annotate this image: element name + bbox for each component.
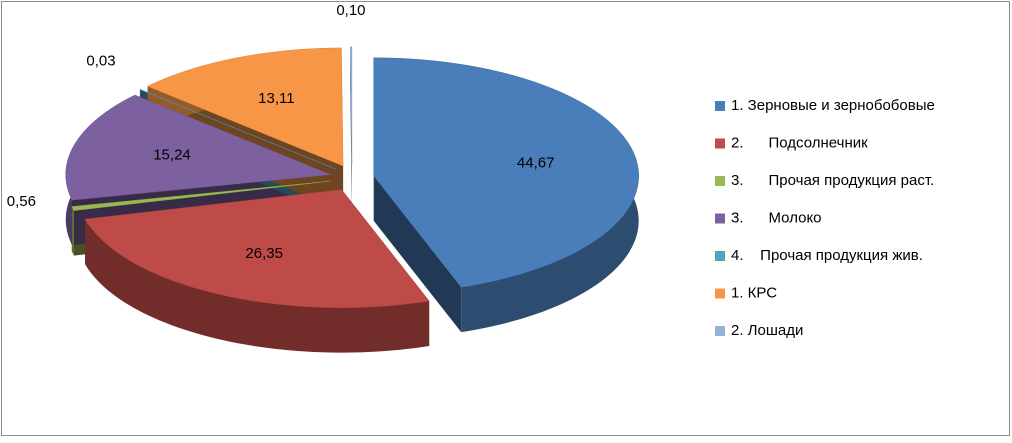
legend-swatch bbox=[715, 176, 725, 186]
legend-swatch bbox=[715, 139, 725, 149]
data-label: 26,35 bbox=[245, 245, 283, 262]
legend-label: 1. КРС bbox=[731, 284, 777, 301]
legend-label: 3. Прочая продукция раст. bbox=[731, 172, 934, 189]
legend-swatch bbox=[715, 251, 725, 261]
legend-label: 3. Молоко bbox=[731, 209, 822, 226]
slice-side bbox=[72, 207, 74, 256]
data-label: 13,11 bbox=[258, 90, 294, 107]
data-label: 15,24 bbox=[153, 147, 191, 164]
legend-swatch bbox=[715, 101, 725, 111]
data-label: 0,10 bbox=[336, 2, 365, 19]
legend-swatch bbox=[715, 214, 725, 224]
legend-label: 1. Зерновые и зернобобовые bbox=[731, 97, 935, 114]
data-label: 0,56 bbox=[7, 193, 36, 210]
data-label: 44,67 bbox=[517, 155, 555, 172]
legend-label: 4. Прочая продукция жив. bbox=[731, 247, 923, 264]
legend-swatch bbox=[715, 289, 725, 299]
data-label: 0,03 bbox=[86, 53, 115, 70]
legend-swatch bbox=[715, 326, 725, 336]
legend-label: 2. Лошади bbox=[731, 322, 803, 339]
legend-label: 2. Подсолнечник bbox=[731, 134, 868, 151]
